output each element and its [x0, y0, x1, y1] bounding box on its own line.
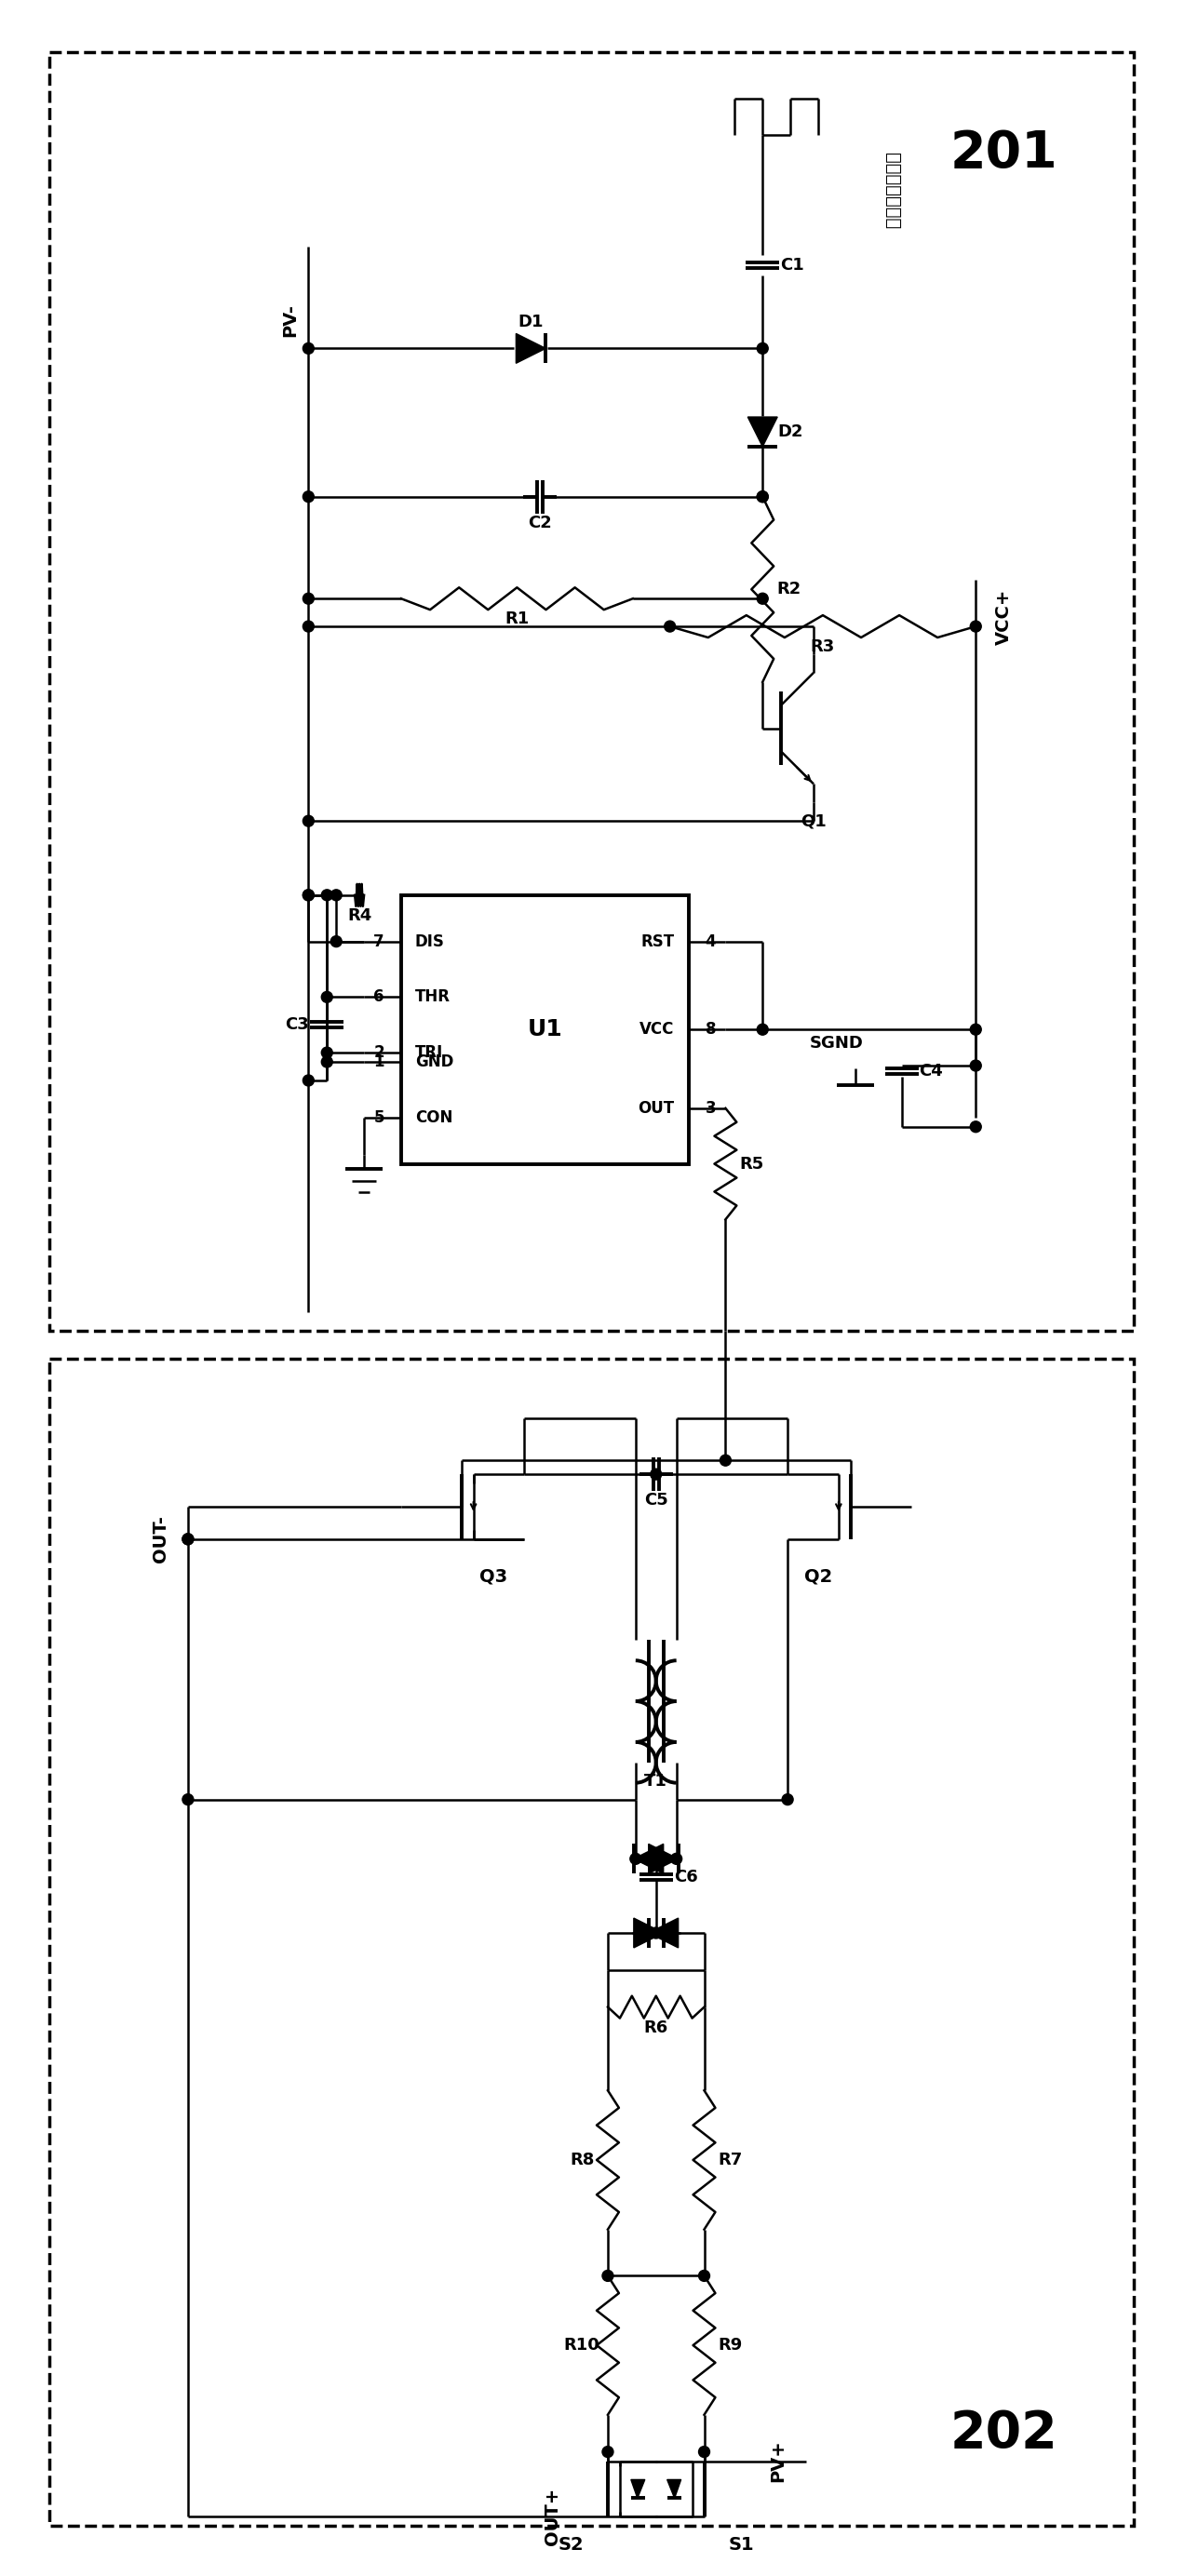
Text: D1: D1	[518, 314, 544, 330]
Text: C2: C2	[528, 515, 552, 531]
Text: 5: 5	[374, 1110, 385, 1126]
Text: CON: CON	[415, 1110, 453, 1126]
Polygon shape	[667, 2481, 680, 2499]
Text: 4: 4	[706, 933, 716, 951]
Text: R1: R1	[504, 611, 530, 629]
Text: S2: S2	[558, 2535, 583, 2553]
Circle shape	[303, 817, 314, 827]
Circle shape	[970, 1061, 981, 1072]
Circle shape	[303, 1074, 314, 1087]
Polygon shape	[634, 1919, 664, 1947]
Circle shape	[671, 1852, 682, 1865]
Text: 1: 1	[374, 1054, 385, 1069]
Circle shape	[970, 1023, 981, 1036]
Text: RST: RST	[641, 933, 674, 951]
Circle shape	[970, 1121, 981, 1133]
Circle shape	[303, 621, 314, 631]
Circle shape	[665, 621, 676, 631]
Text: Q1: Q1	[800, 811, 827, 829]
Text: 202: 202	[950, 2409, 1058, 2458]
Circle shape	[303, 492, 314, 502]
Circle shape	[757, 343, 768, 353]
Circle shape	[331, 889, 341, 902]
Text: R10: R10	[564, 2336, 600, 2354]
Text: C5: C5	[645, 1492, 668, 1510]
Text: C3: C3	[285, 1018, 309, 1033]
Polygon shape	[748, 417, 778, 446]
Text: R4: R4	[347, 907, 371, 925]
Polygon shape	[648, 1844, 678, 1873]
Text: T1: T1	[645, 1772, 667, 1790]
Text: PV+: PV+	[769, 2439, 787, 2483]
Text: S1: S1	[728, 2535, 754, 2553]
Circle shape	[698, 2447, 709, 2458]
Circle shape	[182, 1533, 194, 1546]
Text: THR: THR	[415, 989, 450, 1005]
Circle shape	[182, 1793, 194, 1806]
Text: SGND: SGND	[810, 1036, 864, 1051]
Text: 7: 7	[374, 933, 385, 951]
Circle shape	[651, 1927, 661, 1940]
Text: C4: C4	[919, 1064, 943, 1079]
Circle shape	[651, 1852, 661, 1865]
Bar	[401, 894, 689, 1164]
Bar	[49, 1358, 1133, 2527]
Circle shape	[331, 935, 341, 948]
Circle shape	[603, 2447, 613, 2458]
Text: VCC+: VCC+	[994, 590, 1012, 644]
Text: C1: C1	[780, 258, 804, 273]
Polygon shape	[648, 1919, 678, 1947]
Text: GND: GND	[415, 1054, 454, 1069]
Polygon shape	[634, 1844, 664, 1873]
Text: R3: R3	[811, 639, 835, 654]
Text: C6: C6	[673, 1870, 697, 1886]
Circle shape	[720, 1455, 731, 1466]
Text: PV-: PV-	[282, 304, 298, 337]
Text: R7: R7	[718, 2151, 743, 2169]
Circle shape	[757, 1023, 768, 1036]
Circle shape	[303, 889, 314, 902]
Circle shape	[303, 592, 314, 605]
Polygon shape	[631, 2481, 645, 2499]
Text: 优化器控制信号: 优化器控制信号	[883, 152, 901, 229]
Circle shape	[757, 492, 768, 502]
Circle shape	[303, 343, 314, 353]
Circle shape	[182, 1533, 194, 1546]
Text: DIS: DIS	[415, 933, 444, 951]
Circle shape	[303, 889, 314, 902]
Text: R6: R6	[643, 2020, 668, 2035]
Text: 3: 3	[706, 1100, 716, 1115]
Text: 2: 2	[374, 1043, 385, 1061]
Circle shape	[630, 1852, 641, 1865]
Circle shape	[321, 1056, 333, 1066]
Text: D2: D2	[778, 422, 803, 440]
Circle shape	[321, 889, 333, 902]
Text: R9: R9	[718, 2336, 743, 2354]
Text: 201: 201	[950, 129, 1058, 178]
Text: 6: 6	[374, 989, 385, 1005]
Circle shape	[651, 1468, 661, 1479]
Circle shape	[321, 992, 333, 1002]
Text: U1: U1	[527, 1018, 562, 1041]
Text: TRI: TRI	[415, 1043, 443, 1061]
Circle shape	[698, 2269, 709, 2282]
Text: Q2: Q2	[804, 1566, 833, 1584]
Polygon shape	[516, 332, 546, 363]
Text: VCC: VCC	[640, 1020, 674, 1038]
Circle shape	[970, 621, 981, 631]
Text: R8: R8	[569, 2151, 594, 2169]
Circle shape	[757, 592, 768, 605]
Text: 8: 8	[706, 1020, 716, 1038]
Circle shape	[757, 492, 768, 502]
Circle shape	[321, 1046, 333, 1059]
Text: R2: R2	[776, 582, 800, 598]
Text: OUT+: OUT+	[544, 2488, 561, 2545]
Text: Q3: Q3	[479, 1566, 508, 1584]
Circle shape	[782, 1793, 793, 1806]
Text: R5: R5	[739, 1157, 763, 1172]
Circle shape	[603, 2269, 613, 2282]
Text: OUT-: OUT-	[151, 1515, 169, 1564]
Bar	[49, 52, 1133, 1332]
Text: OUT: OUT	[639, 1100, 674, 1115]
